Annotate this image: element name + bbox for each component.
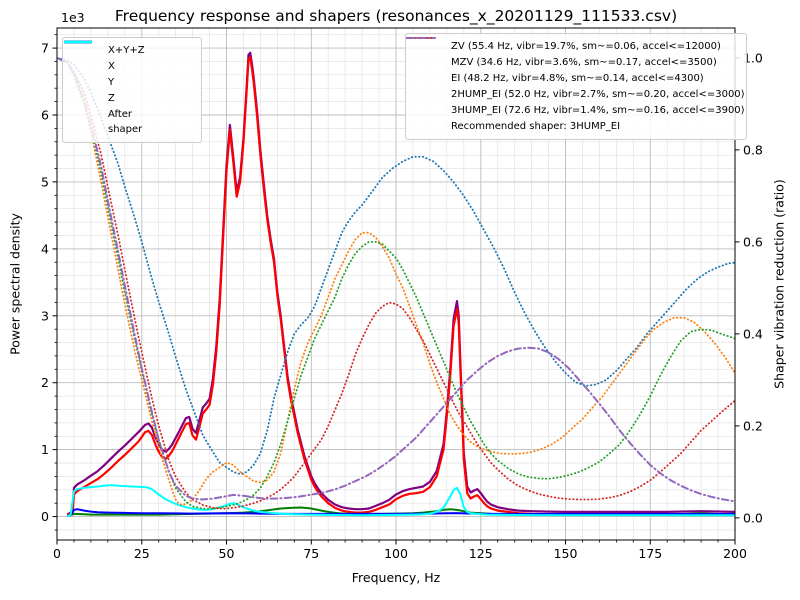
legend-item-recommended: Recommended shaper: 3HUMP_EI (414, 119, 738, 134)
y-left-tick-label: 7 (41, 41, 49, 56)
y-left-tick-label: 6 (41, 108, 49, 123)
y-left-tick-label: 3 (41, 308, 49, 323)
x-tick-label: 0 (53, 546, 61, 561)
legend-label: Recommended shaper: 3HUMP_EI (451, 121, 621, 132)
legend-item: Y (64, 40, 193, 90)
legend-label: ZV (55.4 Hz, vibr=19.7%, sm~=0.06, accel… (451, 41, 721, 52)
legend-label: Y (108, 77, 115, 88)
legend-swatch (406, 37, 444, 99)
chart-title: Frequency response and shapers (resonanc… (114, 7, 678, 25)
legend-label: After shaper (108, 109, 143, 135)
x-tick-label: 200 (723, 546, 747, 561)
legend-item: ZV (55.4 Hz, vibr=19.7%, sm~=0.06, accel… (406, 37, 738, 54)
x-axis-label: Frequency, Hz (351, 570, 441, 585)
x-tick-label: 125 (469, 546, 493, 561)
legend-label: X (108, 61, 115, 72)
legend-item: X (64, 40, 193, 74)
legend-swatch (64, 40, 101, 103)
y-right-tick-label: 0.4 (743, 326, 763, 341)
legend-swatch-empty (414, 123, 444, 131)
series-mzv (57, 57, 735, 506)
legend-label: Z (108, 93, 115, 104)
legend-item: MZV (34.6 Hz, vibr=3.6%, sm~=0.17, accel… (406, 37, 738, 70)
series-after_shaper (66, 484, 735, 517)
x-tick-label: 25 (134, 546, 150, 561)
legend-item: 2HUMP_EI (52.0 Hz, vibr=2.7%, sm~=0.20, … (406, 37, 745, 102)
y-right-tick-label: 0.8 (743, 142, 763, 157)
legend-label: 3HUMP_EI (72.6 Hz, vibr=1.4%, sm~=0.16, … (451, 105, 745, 116)
series-2hump_ei (57, 57, 735, 510)
legend-swatch (64, 40, 101, 71)
legend-label: 2HUMP_EI (52.0 Hz, vibr=2.7%, sm~=0.20, … (451, 89, 745, 100)
y-left-tick-label: 2 (41, 375, 49, 390)
legend-swatch (406, 37, 444, 115)
y-right-tick-label: 1.0 (743, 50, 763, 65)
series-zv (57, 57, 735, 476)
series-ei (57, 57, 735, 510)
legend-swatch (64, 40, 101, 126)
legend-label: MZV (34.6 Hz, vibr=3.6%, sm~=0.17, accel… (451, 57, 717, 68)
legend-item: EI (48.2 Hz, vibr=4.8%, sm~=0.14, accel<… (406, 37, 738, 86)
y-left-tick-label: 0 (41, 509, 49, 524)
legend-swatch (406, 37, 444, 51)
y-right-tick-label: 0.2 (743, 418, 763, 433)
series-3hump_ei (57, 56, 735, 503)
x-tick-label: 50 (219, 546, 235, 561)
legend-psd: X+Y+Z X Y Z After shaper (62, 37, 202, 143)
y-axis-label-left: Power spectral density (7, 213, 23, 355)
y-left-tick-label: 4 (41, 241, 49, 256)
y-axis-label-right: Shaper vibration reduction (ratio) (771, 179, 787, 389)
legend-item: After shaper (64, 40, 193, 137)
y-right-tick-label: 0.6 (743, 234, 763, 249)
legend-label: X+Y+Z (108, 45, 145, 56)
legend-shapers: ZV (55.4 Hz, vibr=19.7%, sm~=0.06, accel… (405, 33, 747, 140)
legend-label: EI (48.2 Hz, vibr=4.8%, sm~=0.14, accel<… (451, 73, 704, 84)
y-right-tick-label: 0.0 (743, 510, 763, 525)
legend-item: 3HUMP_EI (72.6 Hz, vibr=1.4%, sm~=0.16, … (406, 37, 745, 118)
x-tick-label: 175 (638, 546, 662, 561)
legend-swatch (64, 40, 101, 55)
x-tick-label: 75 (303, 546, 319, 561)
legend-swatch (64, 40, 101, 87)
y-axis-offset-text: 1e3 (61, 10, 85, 25)
y-left-tick-label: 1 (41, 442, 49, 457)
legend-swatch (406, 37, 444, 67)
x-tick-label: 100 (384, 546, 408, 561)
legend-swatch (406, 37, 444, 83)
legend-item: Z (64, 40, 193, 106)
x-tick-label: 150 (554, 546, 578, 561)
y-left-tick-label: 5 (41, 174, 49, 189)
